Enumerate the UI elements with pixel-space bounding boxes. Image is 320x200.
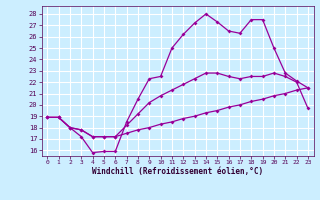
X-axis label: Windchill (Refroidissement éolien,°C): Windchill (Refroidissement éolien,°C)	[92, 167, 263, 176]
